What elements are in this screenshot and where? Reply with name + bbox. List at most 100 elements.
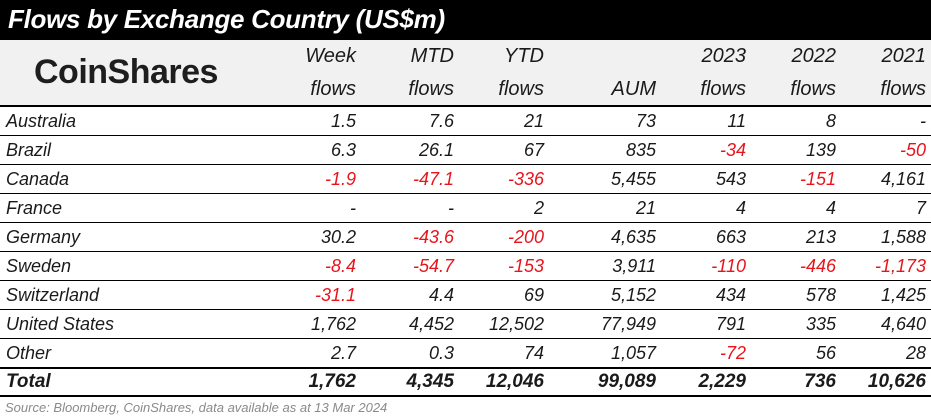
column-header-line-1-0: Week: [305, 45, 356, 67]
column-header-line-2-6: flows: [880, 78, 926, 100]
table-cell: 99,089: [597, 371, 656, 392]
table-cell: -446: [799, 256, 836, 276]
table-cell: 4,345: [406, 371, 454, 392]
table-cell: 30.2: [320, 227, 356, 247]
table-cell: -110: [711, 256, 746, 276]
table-cell: 4: [735, 198, 746, 218]
table-cell: 77,949: [600, 314, 656, 334]
table-cell: -54.7: [412, 256, 454, 276]
column-header-line-2-1: flows: [408, 78, 454, 100]
total-divider-top: [0, 367, 931, 369]
table-cell: 4.4: [428, 285, 454, 305]
column-header-line-2-2: flows: [498, 78, 544, 100]
total-label: Total: [6, 371, 51, 392]
total-divider-bottom: [0, 395, 931, 397]
table-cell: 74: [523, 343, 544, 363]
row-divider: [0, 193, 931, 194]
row-label: Australia: [6, 111, 77, 131]
table-cell: 578: [805, 285, 836, 305]
table-cell: -50: [899, 140, 926, 160]
table-cell: -72: [719, 343, 746, 363]
table-cell: 5,455: [610, 169, 656, 189]
table-cell: 1.5: [330, 111, 356, 131]
row-divider: [0, 222, 931, 223]
column-header-line-2-0: flows: [310, 78, 356, 100]
table-cell: 1,425: [880, 285, 926, 305]
row-divider: [0, 338, 931, 339]
row-divider: [0, 280, 931, 281]
column-header-line-1-4: 2023: [701, 45, 747, 67]
table-cell: 3,911: [612, 256, 656, 276]
table-cell: 4,640: [880, 314, 926, 334]
table-cell: 4,161: [880, 169, 926, 189]
table-cell: 21: [635, 198, 656, 218]
table-cell: 2: [533, 198, 544, 218]
table-cell: 213: [805, 227, 836, 247]
table-cell: 139: [805, 140, 836, 160]
table-cell: 0.3: [428, 343, 454, 363]
table-cell: -1,173: [874, 256, 926, 276]
row-label: Switzerland: [6, 285, 100, 305]
table-cell: 8: [825, 111, 836, 131]
row-label: Brazil: [6, 140, 52, 160]
table-cell: 4: [825, 198, 836, 218]
table-cell: -: [350, 198, 356, 218]
table-cell: 69: [523, 285, 544, 305]
table-cell: -8.4: [324, 256, 356, 276]
table-cell: 4,452: [408, 314, 454, 334]
table-cell: 835: [625, 140, 656, 160]
title-bar: Flows by Exchange Country (US$m): [0, 0, 931, 40]
page-title: Flows by Exchange Country (US$m): [8, 4, 445, 34]
table-cell: -47.1: [412, 169, 454, 189]
table-cell: -200: [507, 227, 544, 247]
table-cell: -336: [507, 169, 544, 189]
table-cell: 67: [523, 140, 544, 160]
table-cell: 2.7: [330, 343, 356, 363]
table-cell: 1,762: [308, 371, 356, 392]
table-cell: 12,046: [485, 371, 544, 392]
table-cell: 736: [804, 371, 836, 392]
table-cell: 2,229: [698, 371, 746, 392]
row-label: Canada: [6, 169, 70, 189]
table-cell: 7: [915, 198, 926, 218]
table-cell: -: [920, 111, 926, 131]
table-cell: 434: [715, 285, 746, 305]
column-header-line-1-6: 2021: [881, 45, 927, 67]
row-divider: [0, 164, 931, 165]
column-header-line-2-4: flows: [700, 78, 746, 100]
table-cell: 1,588: [880, 227, 926, 247]
table-cell: 11: [727, 111, 746, 131]
table-cell: 6.3: [330, 140, 356, 160]
table-cell: 5,152: [610, 285, 656, 305]
table-cell: -43.6: [412, 227, 454, 247]
column-header-line-1-2: YTD: [504, 45, 544, 67]
table-cell: 21: [523, 111, 544, 131]
row-divider: [0, 309, 931, 310]
column-header-line-1-1: MTD: [410, 45, 454, 67]
table-cell: 1,762: [310, 314, 356, 334]
table-cell: 28: [905, 343, 926, 363]
column-header-line-1-5: 2022: [791, 45, 837, 67]
table-cell: 10,626: [867, 371, 926, 392]
table-cell: 4,635: [610, 227, 656, 247]
table-cell: -1.9: [324, 169, 356, 189]
source-note: Source: Bloomberg, CoinShares, data avai…: [5, 400, 388, 415]
row-label: United States: [6, 314, 115, 334]
table-cell: -: [448, 198, 454, 218]
column-header-line-2-5: flows: [790, 78, 836, 100]
header-divider: [0, 105, 931, 107]
table-cell: 12,502: [488, 314, 544, 334]
table-cell: 791: [715, 314, 746, 334]
row-label: Germany: [6, 227, 81, 247]
column-header-line-2-3: AUM: [611, 78, 656, 100]
table-cell: 56: [815, 343, 836, 363]
table-cell: 663: [715, 227, 746, 247]
row-label: Sweden: [6, 256, 72, 276]
table-cell: -31.1: [314, 285, 356, 305]
row-label: Other: [6, 343, 52, 363]
table-cell: -151: [799, 169, 836, 189]
table-cell: 1,057: [610, 343, 656, 363]
table-cell: 73: [635, 111, 656, 131]
table-cell: 543: [715, 169, 746, 189]
